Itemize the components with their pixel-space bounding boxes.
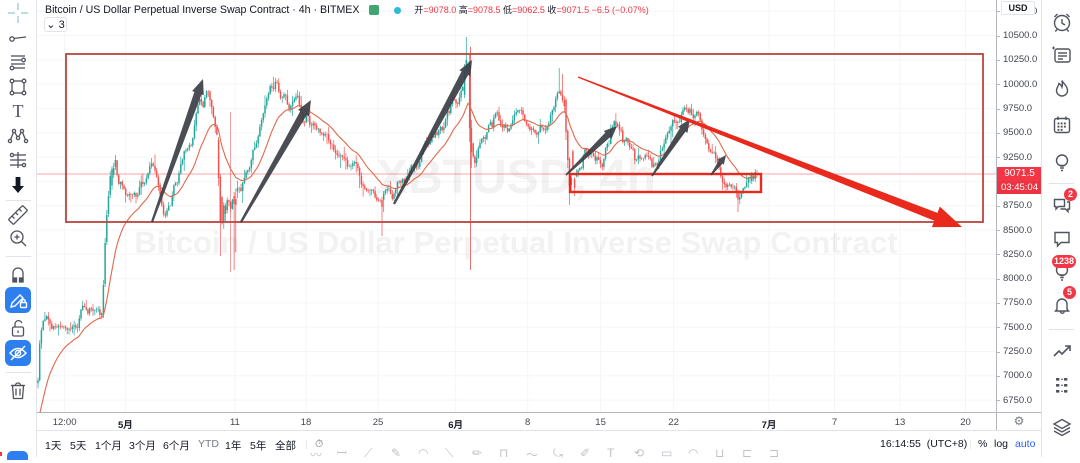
svg-text:Bitcoin / US Dollar Perpetual: Bitcoin / US Dollar Perpetual Inverse Sw… (134, 225, 897, 260)
svg-text:XBTUSD, 4h: XBTUSD, 4h (376, 151, 656, 204)
svg-text:T: T (13, 101, 24, 121)
